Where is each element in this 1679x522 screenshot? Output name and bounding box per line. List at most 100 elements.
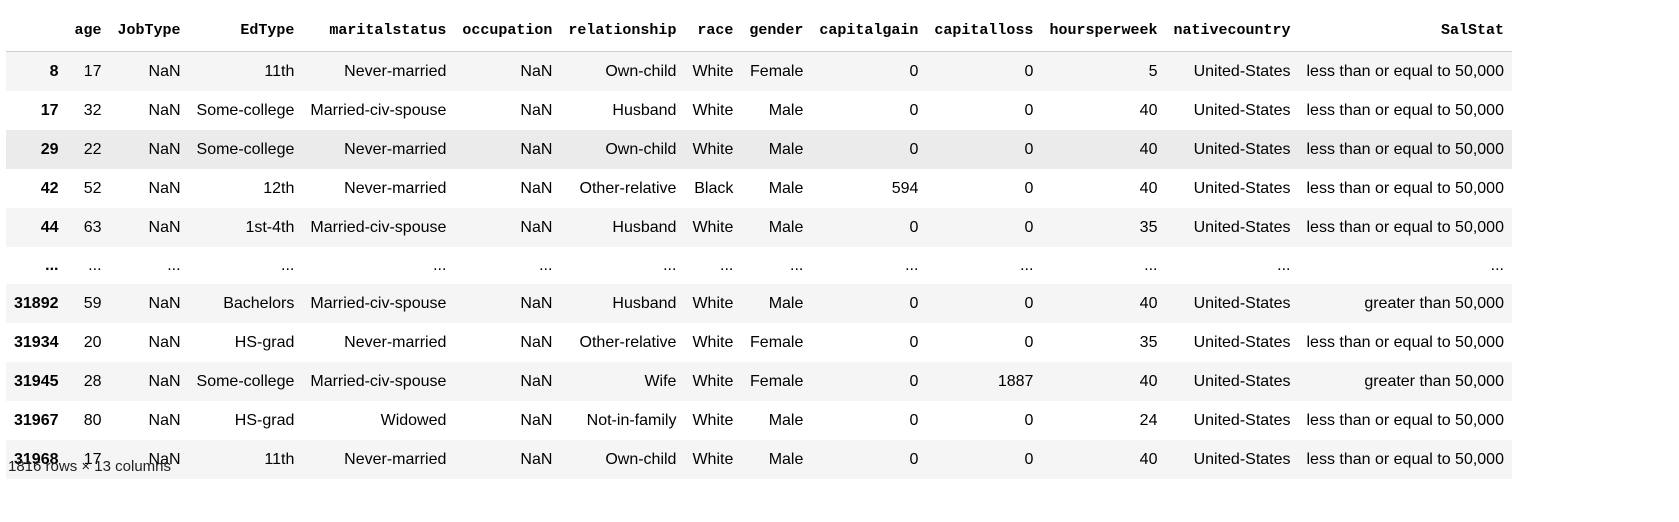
column-header: capitalloss (926, 10, 1042, 52)
table-cell: 17 (83, 450, 102, 468)
table-cell: NaN (520, 179, 553, 197)
table-row: 31967 80 NaN HS-grad Widowed NaN Not-in-family… (6, 401, 1512, 440)
table-cell: 0 (1024, 333, 1034, 351)
table-cell: White (692, 101, 734, 119)
table-cell: Some-college (196, 101, 295, 119)
table-cell: Married-civ-spouse (310, 372, 447, 390)
table-cell: HS-grad (234, 411, 295, 429)
table-cell: United-States (1193, 294, 1291, 312)
column-header: hoursperweek (1041, 10, 1166, 52)
table-cell: Male (768, 411, 804, 429)
table-cell: NaN (520, 101, 553, 119)
row-index: 42 (40, 179, 59, 197)
table-cell: United-States (1193, 179, 1291, 197)
column-header: gender (741, 10, 812, 52)
table-cell: 11th (264, 450, 295, 468)
table-cell: 0 (1024, 411, 1034, 429)
table-cell: Some-college (196, 372, 295, 390)
table-cell: White (692, 294, 734, 312)
table-cell: 40 (1139, 101, 1158, 119)
table-cell: NaN (148, 411, 181, 429)
column-header: nativecountry (1165, 10, 1299, 52)
table-cell: 24 (1139, 411, 1158, 429)
table-cell: less than or equal to 50,000 (1306, 179, 1504, 197)
row-index: 17 (40, 101, 59, 119)
dataframe-shape-label: 1816 rows × 13 columns (8, 458, 172, 475)
dataframe-table: age JobType EdType maritalstatus occupation r… (6, 10, 1512, 479)
table-cell: NaN (520, 294, 553, 312)
table-cell: 0 (1024, 179, 1034, 197)
table-cell: NaN (520, 411, 553, 429)
table-cell: White (692, 140, 734, 158)
table-cell: greater than 50,000 (1364, 294, 1504, 312)
table-cell: NaN (520, 333, 553, 351)
table-cell: NaN (520, 140, 553, 158)
table-cell: ... (663, 256, 677, 274)
table-cell: Male (768, 218, 804, 236)
table-cell: NaN (148, 372, 181, 390)
table-cell: 63 (83, 218, 102, 236)
table-cell: 40 (1139, 294, 1158, 312)
table-cell: 40 (1139, 450, 1158, 468)
column-header: occupation (454, 10, 561, 52)
table-cell: Husband (612, 294, 677, 312)
table-cell: 17 (83, 62, 102, 80)
table-cell: 0 (909, 218, 919, 236)
row-index: 31968 (14, 450, 59, 468)
table-cell: 0 (1024, 450, 1034, 468)
table-cell: less than or equal to 50,000 (1306, 101, 1504, 119)
table-cell: 12th (263, 179, 295, 197)
header-row: age JobType EdType maritalstatus occupation r… (6, 10, 1512, 52)
table-cell: NaN (148, 179, 181, 197)
column-header: maritalstatus (302, 10, 455, 52)
table-cell: 35 (1139, 333, 1158, 351)
table-cell: Own-child (605, 62, 677, 80)
table-cell: United-States (1193, 333, 1291, 351)
table-cell: NaN (520, 450, 553, 468)
table-cell: White (692, 218, 734, 236)
table-cell: Other-relative (579, 333, 677, 351)
dataframe-output: age JobType EdType maritalstatus occupation r… (6, 10, 1512, 479)
table-cell: 594 (891, 179, 919, 197)
table-cell: NaN (148, 101, 181, 119)
column-header: JobType (109, 10, 189, 52)
table-cell: less than or equal to 50,000 (1306, 333, 1504, 351)
table-cell: ... (905, 256, 919, 274)
table-cell: Bachelors (223, 294, 295, 312)
table-cell: United-States (1193, 372, 1291, 390)
table-row: 31934 20 NaN HS-grad Never-married NaN Other-r… (6, 323, 1512, 362)
column-header: relationship (560, 10, 685, 52)
table-cell: NaN (520, 62, 553, 80)
table-cell: 40 (1139, 372, 1158, 390)
table-cell: ... (1277, 256, 1291, 274)
row-index: 31892 (14, 294, 59, 312)
table-cell: Black (694, 179, 734, 197)
table-row: 8 17 NaN 11th Never-married NaN Own-child White… (6, 51, 1512, 91)
table-cell: 28 (83, 372, 102, 390)
table-cell: White (692, 333, 734, 351)
table-cell: White (692, 62, 734, 80)
table-cell: NaN (520, 218, 553, 236)
table-cell: 0 (909, 450, 919, 468)
table-cell: United-States (1193, 62, 1291, 80)
table-cell: Never-married (344, 450, 447, 468)
table-cell: 40 (1139, 140, 1158, 158)
row-index: 31934 (14, 333, 59, 351)
table-cell: White (692, 411, 734, 429)
table-cell: 52 (83, 179, 102, 197)
table-cell: ... (281, 256, 295, 274)
table-cell: ... (1144, 256, 1158, 274)
table-cell: Never-married (344, 62, 447, 80)
column-header: SalStat (1298, 10, 1512, 52)
table-cell: 0 (909, 372, 919, 390)
row-index: ... (45, 256, 59, 274)
table-cell: Male (768, 179, 804, 197)
table-cell: NaN (148, 62, 181, 80)
table-cell: 0 (1024, 140, 1034, 158)
column-header: race (684, 10, 742, 52)
table-cell: 0 (909, 62, 919, 80)
row-index: 44 (40, 218, 59, 236)
table-cell: United-States (1193, 140, 1291, 158)
table-cell: Husband (612, 218, 677, 236)
table-cell: HS-grad (234, 333, 295, 351)
